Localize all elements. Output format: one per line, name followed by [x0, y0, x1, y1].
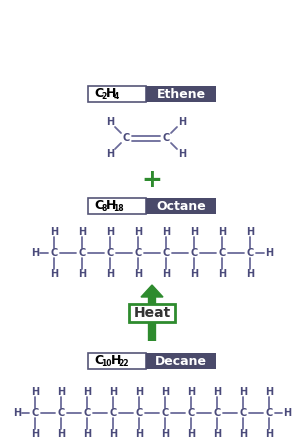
FancyBboxPatch shape [88, 86, 146, 102]
Polygon shape [141, 285, 163, 297]
Text: 10: 10 [102, 358, 112, 367]
Text: C: C [187, 408, 195, 418]
Text: H: H [106, 269, 114, 279]
Text: H: H [283, 408, 291, 418]
Text: H: H [161, 387, 169, 397]
Text: H: H [106, 149, 114, 159]
Text: H: H [50, 227, 58, 237]
Text: H: H [218, 227, 226, 237]
Text: H: H [218, 269, 226, 279]
Text: 22: 22 [118, 358, 129, 367]
Text: C: C [239, 408, 247, 418]
Text: C: C [161, 408, 169, 418]
Text: H: H [78, 269, 86, 279]
Text: C: C [134, 248, 142, 258]
Text: H: H [106, 117, 114, 127]
Text: H: H [239, 429, 247, 439]
Text: C: C [162, 133, 170, 143]
Text: 18: 18 [113, 203, 124, 212]
Text: H: H [106, 87, 116, 100]
FancyBboxPatch shape [129, 304, 175, 322]
Text: H: H [178, 117, 186, 127]
FancyBboxPatch shape [88, 353, 146, 369]
Text: C: C [213, 408, 221, 418]
Text: H: H [50, 269, 58, 279]
Text: C: C [218, 248, 226, 258]
Text: C: C [162, 248, 170, 258]
Text: H: H [83, 429, 91, 439]
Text: C: C [31, 408, 39, 418]
Text: H: H [83, 387, 91, 397]
Text: H: H [213, 429, 221, 439]
Text: C: C [106, 248, 114, 258]
Text: H: H [265, 387, 273, 397]
Text: H: H [135, 429, 143, 439]
Text: H: H [57, 387, 65, 397]
FancyBboxPatch shape [146, 86, 216, 102]
Text: 8: 8 [102, 203, 107, 212]
Text: C: C [94, 354, 103, 367]
Text: 2: 2 [102, 91, 107, 100]
Text: H: H [13, 408, 21, 418]
Text: H: H [106, 199, 116, 212]
Text: C: C [190, 248, 198, 258]
Text: H: H [78, 227, 86, 237]
Text: C: C [57, 408, 65, 418]
Text: H: H [31, 429, 39, 439]
Text: H: H [109, 387, 117, 397]
Text: H: H [162, 269, 170, 279]
Text: H: H [187, 429, 195, 439]
Text: H: H [134, 269, 142, 279]
Text: H: H [265, 248, 273, 258]
Text: C: C [109, 408, 117, 418]
Text: C: C [83, 408, 91, 418]
Text: H: H [134, 227, 142, 237]
FancyBboxPatch shape [146, 353, 216, 369]
Text: H: H [187, 387, 195, 397]
Text: C: C [135, 408, 143, 418]
Text: 4: 4 [113, 91, 119, 100]
Text: C: C [78, 248, 86, 258]
Text: H: H [106, 227, 114, 237]
Text: H: H [110, 354, 121, 367]
Text: H: H [190, 227, 198, 237]
Text: Octane: Octane [156, 199, 206, 212]
FancyBboxPatch shape [88, 198, 146, 214]
Text: C: C [123, 133, 130, 143]
FancyBboxPatch shape [146, 198, 216, 214]
Text: C: C [50, 248, 58, 258]
Text: H: H [109, 429, 117, 439]
Text: H: H [190, 269, 198, 279]
Text: C: C [94, 87, 103, 100]
Text: +: + [142, 168, 162, 192]
Text: H: H [178, 149, 186, 159]
Text: H: H [161, 429, 169, 439]
Text: H: H [246, 227, 254, 237]
Text: Heat: Heat [133, 306, 171, 320]
Text: H: H [246, 269, 254, 279]
Text: H: H [265, 429, 273, 439]
Text: C: C [265, 408, 273, 418]
Text: C: C [94, 199, 103, 212]
Text: Ethene: Ethene [157, 87, 206, 100]
Text: C: C [246, 248, 254, 258]
Text: H: H [213, 387, 221, 397]
Text: H: H [135, 387, 143, 397]
Text: H: H [239, 387, 247, 397]
Text: H: H [31, 387, 39, 397]
Text: H: H [57, 429, 65, 439]
Text: Decane: Decane [155, 354, 207, 367]
Text: H: H [31, 248, 39, 258]
Text: H: H [162, 227, 170, 237]
